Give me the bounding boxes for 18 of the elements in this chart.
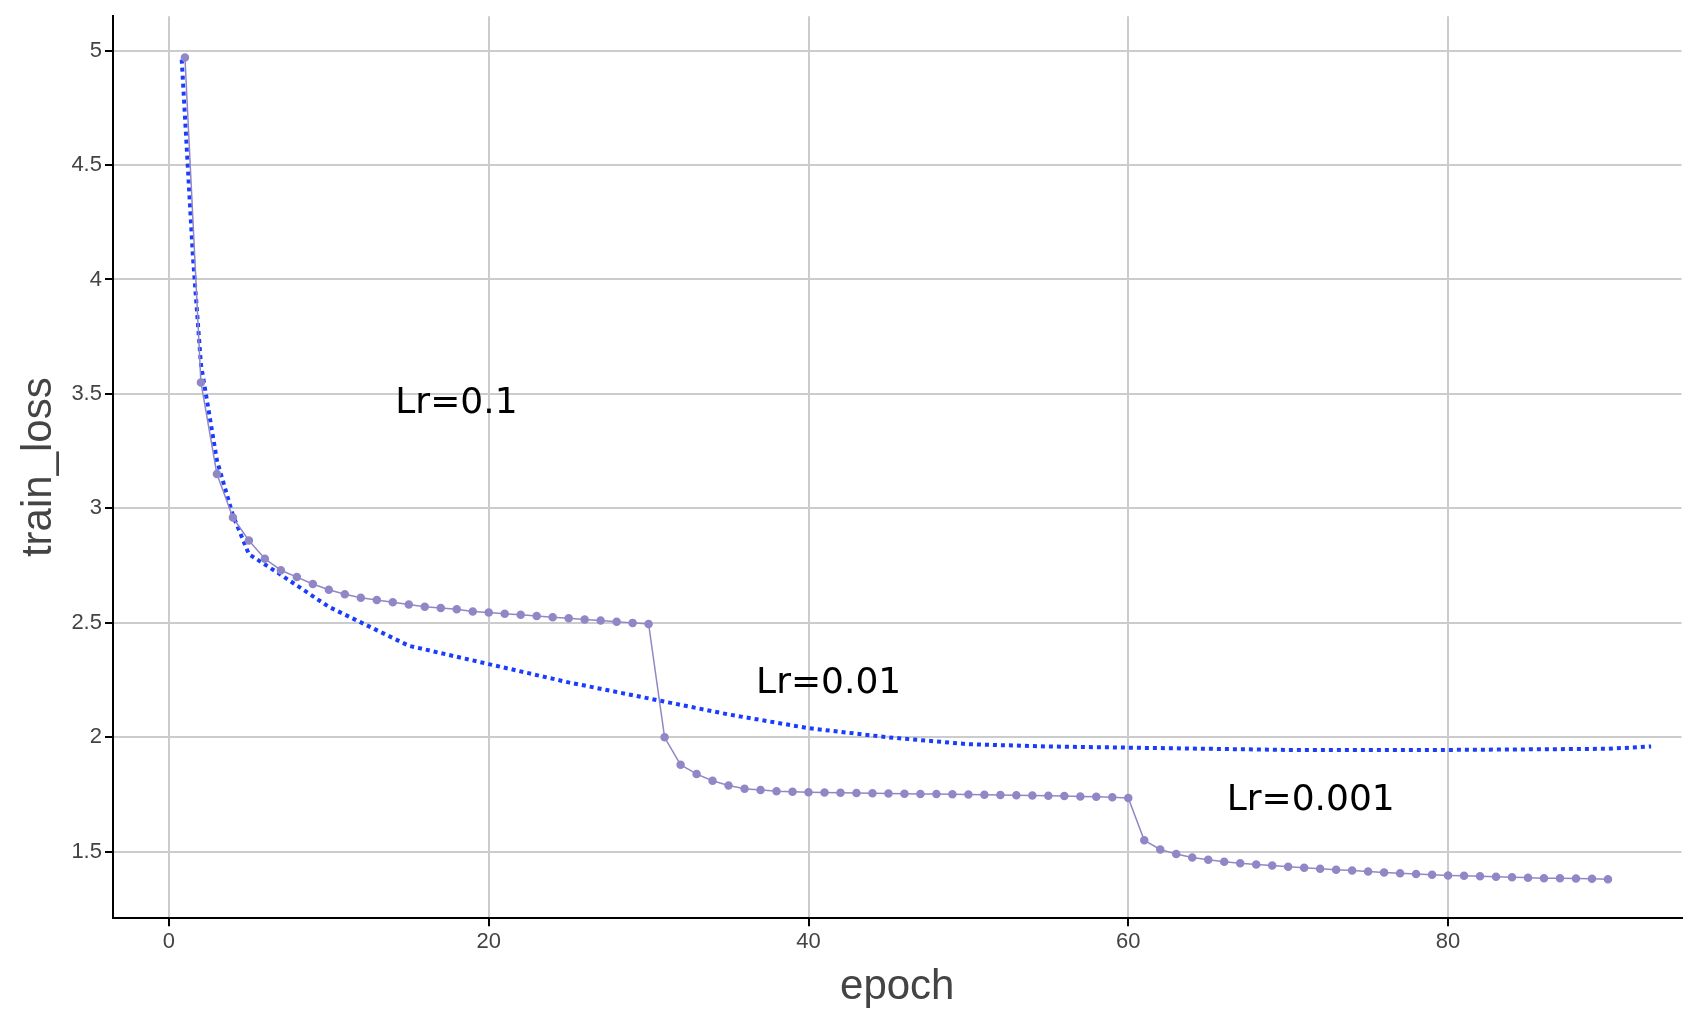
- y-tick-label: 2.5: [71, 608, 102, 634]
- y-axis-title: train_loss: [12, 377, 60, 558]
- x-tick-label: 60: [1116, 928, 1141, 954]
- x-tick-label: 40: [796, 928, 821, 954]
- y-tick-label: 3: [89, 494, 102, 520]
- y-tick-label: 1.5: [71, 837, 102, 863]
- x-tick-label: 0: [162, 928, 176, 954]
- x-tick-label: 20: [476, 928, 501, 954]
- y-tick-label: 5: [89, 36, 102, 62]
- y-tick-label: 4.5: [71, 151, 102, 177]
- annotation: Lr=0.01: [756, 660, 902, 702]
- y-tick-label: 4: [89, 265, 102, 291]
- y-tick-label: 3.5: [71, 380, 102, 405]
- annotation: Lr=0.1: [395, 380, 518, 422]
- annotation: Lr=0.001: [1226, 777, 1395, 819]
- x-axis-title: epoch: [840, 961, 955, 1009]
- y-tick-label: 2: [89, 723, 102, 749]
- x-tick-label: 80: [1435, 928, 1461, 954]
